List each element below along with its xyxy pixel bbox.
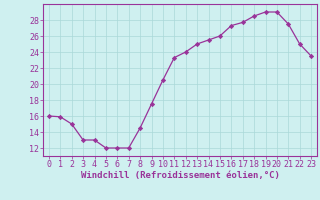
X-axis label: Windchill (Refroidissement éolien,°C): Windchill (Refroidissement éolien,°C) xyxy=(81,171,279,180)
